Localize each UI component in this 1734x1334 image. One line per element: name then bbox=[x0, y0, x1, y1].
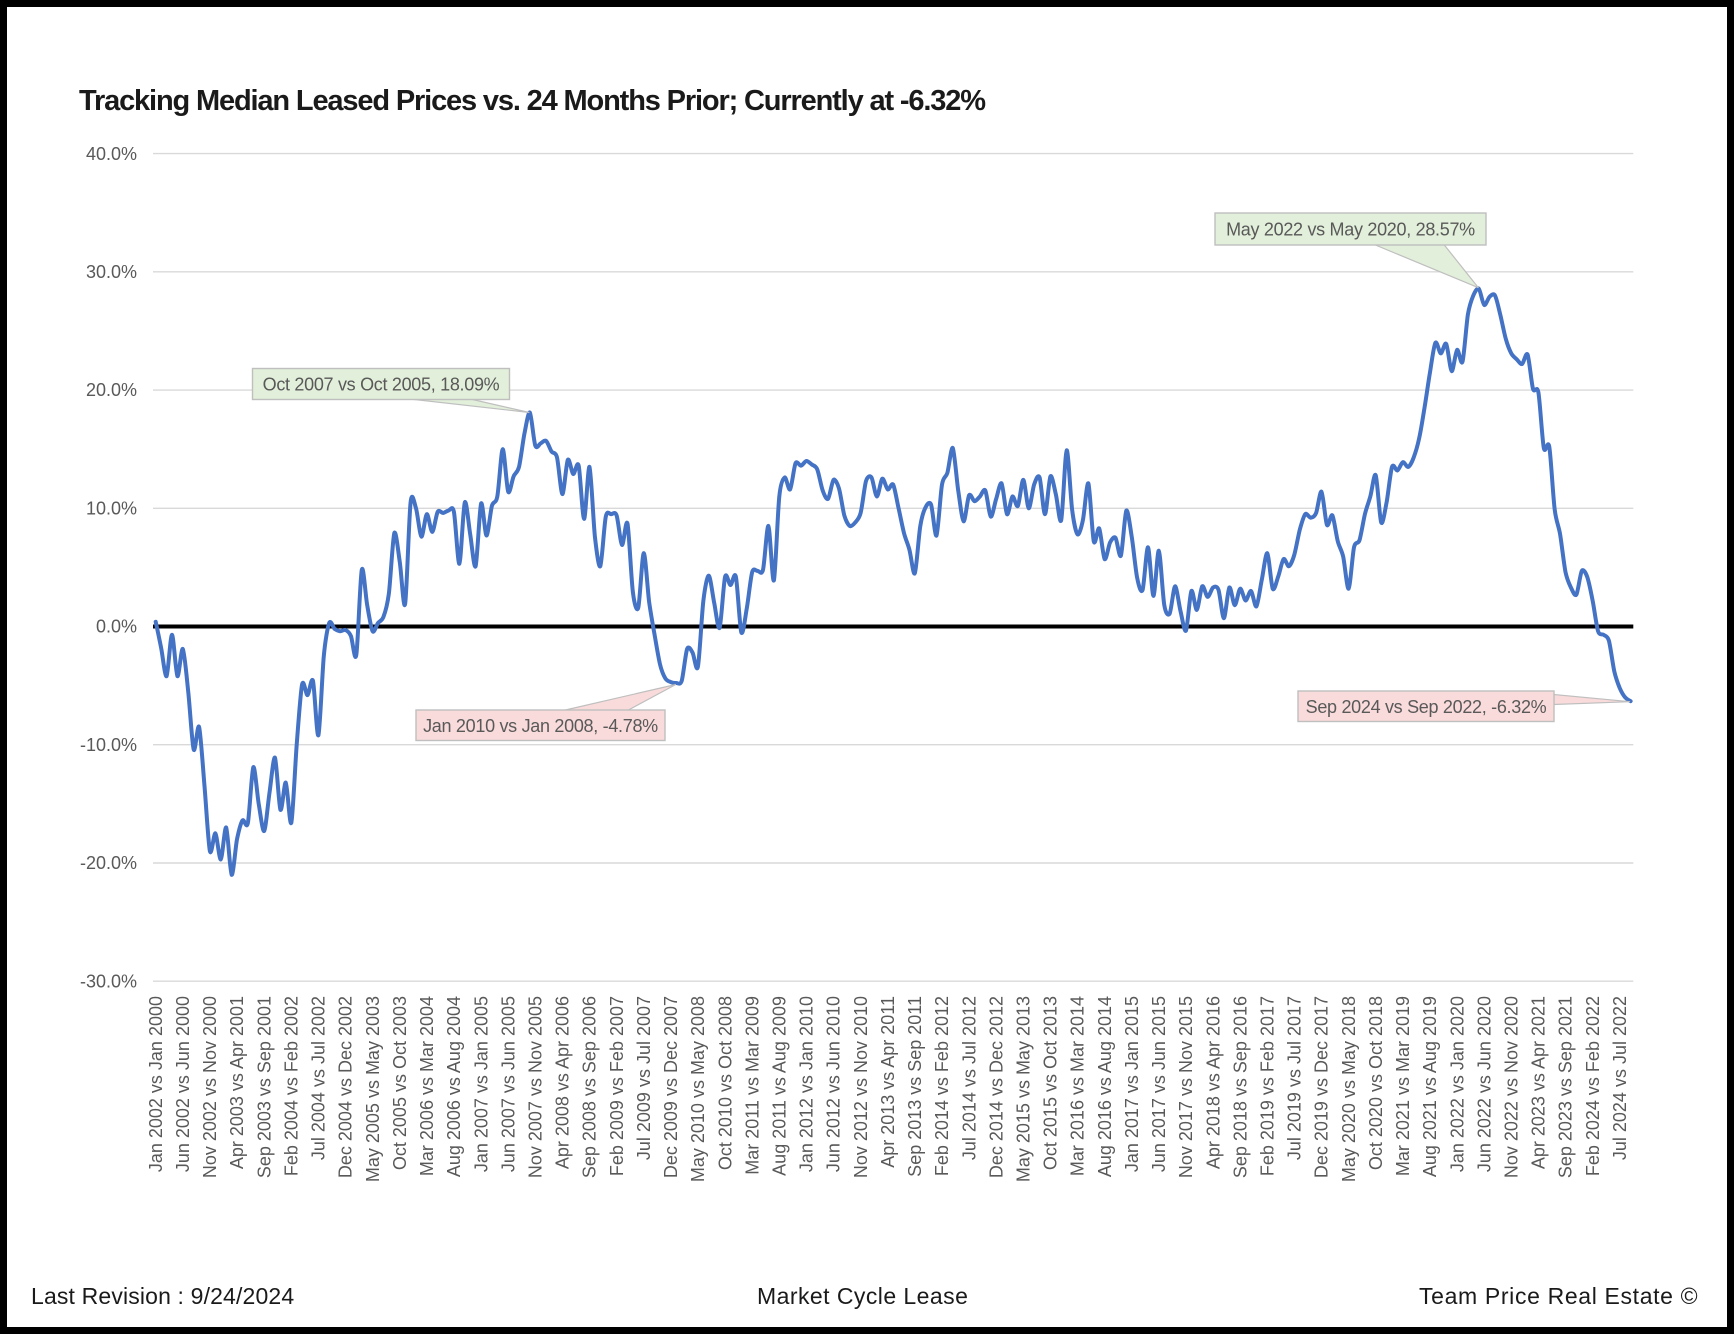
svg-text:Dec 2009 vs Dec 2007: Dec 2009 vs Dec 2007 bbox=[661, 996, 681, 1178]
svg-text:Dec 2019 vs Dec 2017: Dec 2019 vs Dec 2017 bbox=[1312, 996, 1332, 1178]
svg-text:Nov 2012 vs Nov 2010: Nov 2012 vs Nov 2010 bbox=[851, 996, 871, 1178]
svg-text:Jul 2009 vs Jul 2007: Jul 2009 vs Jul 2007 bbox=[634, 996, 654, 1160]
svg-text:Sep 2023 vs Sep 2021: Sep 2023 vs Sep 2021 bbox=[1556, 996, 1576, 1178]
svg-text:May 2015 vs May 2013: May 2015 vs May 2013 bbox=[1014, 996, 1034, 1182]
svg-text:Feb 2024 vs Feb 2022: Feb 2024 vs Feb 2022 bbox=[1583, 996, 1603, 1176]
svg-text:30.0%: 30.0% bbox=[86, 262, 137, 282]
svg-text:Mar 2006 vs Mar 2004: Mar 2006 vs Mar 2004 bbox=[417, 996, 437, 1176]
svg-text:Jan 2007 vs Jan 2005: Jan 2007 vs Jan 2005 bbox=[471, 996, 491, 1172]
svg-text:May 2022 vs May 2020, 28.57%: May 2022 vs May 2020, 28.57% bbox=[1226, 220, 1475, 240]
svg-text:Jan 2002 vs Jan 2000: Jan 2002 vs Jan 2000 bbox=[146, 996, 166, 1172]
svg-text:Nov 2022 vs Nov 2020: Nov 2022 vs Nov 2020 bbox=[1502, 996, 1522, 1178]
svg-text:Jul 2024 vs Jul 2022: Jul 2024 vs Jul 2022 bbox=[1610, 996, 1630, 1160]
svg-text:Feb 2014 vs Feb 2012: Feb 2014 vs Feb 2012 bbox=[932, 996, 952, 1176]
svg-text:Nov 2002 vs Nov 2000: Nov 2002 vs Nov 2000 bbox=[200, 996, 220, 1178]
svg-text:Sep 2003 vs Sep 2001: Sep 2003 vs Sep 2001 bbox=[254, 996, 274, 1178]
svg-text:Jan 2022 vs Jan 2020: Jan 2022 vs Jan 2020 bbox=[1447, 996, 1467, 1172]
svg-text:Aug 2011 vs Aug 2009: Aug 2011 vs Aug 2009 bbox=[770, 996, 790, 1176]
svg-text:Apr 2008 vs Apr 2006: Apr 2008 vs Apr 2006 bbox=[553, 996, 573, 1169]
svg-text:Apr 2023 vs Apr 2021: Apr 2023 vs Apr 2021 bbox=[1529, 996, 1549, 1169]
svg-text:Jun 2022 vs Jun 2020: Jun 2022 vs Jun 2020 bbox=[1474, 996, 1494, 1172]
svg-text:Mar 2016 vs Mar 2014: Mar 2016 vs Mar 2014 bbox=[1068, 996, 1088, 1176]
svg-text:Aug 2006 vs Aug 2004: Aug 2006 vs Aug 2004 bbox=[444, 996, 464, 1177]
svg-text:Mar 2011 vs Mar 2009: Mar 2011 vs Mar 2009 bbox=[742, 996, 762, 1175]
svg-text:Feb 2004 vs Feb 2002: Feb 2004 vs Feb 2002 bbox=[282, 996, 302, 1176]
svg-text:Apr 2018 vs Apr 2016: Apr 2018 vs Apr 2016 bbox=[1203, 996, 1223, 1169]
svg-text:Sep 2013 vs Sep 2011: Sep 2013 vs Sep 2011 bbox=[905, 996, 925, 1177]
svg-text:Jul 2014 vs Jul 2012: Jul 2014 vs Jul 2012 bbox=[959, 996, 979, 1160]
svg-text:Mar 2021 vs Mar 2019: Mar 2021 vs Mar 2019 bbox=[1393, 996, 1413, 1176]
svg-text:May 2010 vs May 2008: May 2010 vs May 2008 bbox=[688, 996, 708, 1182]
svg-text:Dec 2014 vs Dec 2012: Dec 2014 vs Dec 2012 bbox=[986, 996, 1006, 1178]
svg-text:Aug 2016 vs Aug 2014: Aug 2016 vs Aug 2014 bbox=[1095, 996, 1115, 1177]
svg-text:Jan 2010 vs Jan 2008, -4.78%: Jan 2010 vs Jan 2008, -4.78% bbox=[423, 716, 658, 736]
svg-text:Sep 2018 vs Sep 2016: Sep 2018 vs Sep 2016 bbox=[1230, 996, 1250, 1178]
svg-text:Nov 2017 vs Nov 2015: Nov 2017 vs Nov 2015 bbox=[1176, 996, 1196, 1178]
svg-text:Jan 2017 vs Jan 2015: Jan 2017 vs Jan 2015 bbox=[1122, 996, 1142, 1172]
svg-text:Nov 2007 vs Nov 2005: Nov 2007 vs Nov 2005 bbox=[526, 996, 546, 1178]
svg-text:10.0%: 10.0% bbox=[86, 499, 137, 519]
svg-text:Jun 2012 vs Jun 2010: Jun 2012 vs Jun 2010 bbox=[824, 996, 844, 1172]
svg-text:Dec 2004 vs Dec 2002: Dec 2004 vs Dec 2002 bbox=[336, 996, 356, 1178]
svg-text:Feb 2019 vs Feb 2017: Feb 2019 vs Feb 2017 bbox=[1258, 996, 1278, 1176]
svg-text:20.0%: 20.0% bbox=[86, 380, 137, 400]
svg-text:Jun 2002 vs Jun 2000: Jun 2002 vs Jun 2000 bbox=[173, 996, 193, 1172]
svg-text:May 2005 vs May 2003: May 2005 vs May 2003 bbox=[363, 996, 383, 1182]
svg-text:-10.0%: -10.0% bbox=[80, 735, 137, 755]
svg-text:Oct 2007 vs Oct 2005, 18.09%: Oct 2007 vs Oct 2005, 18.09% bbox=[263, 375, 500, 395]
svg-text:40.0%: 40.0% bbox=[86, 144, 137, 164]
svg-text:Jul 2004 vs Jul 2002: Jul 2004 vs Jul 2002 bbox=[309, 996, 329, 1160]
svg-text:Jun 2007 vs Jun 2005: Jun 2007 vs Jun 2005 bbox=[498, 996, 518, 1172]
svg-text:Apr 2003 vs Apr 2001: Apr 2003 vs Apr 2001 bbox=[227, 996, 247, 1169]
svg-text:Jun 2017 vs Jun 2015: Jun 2017 vs Jun 2015 bbox=[1149, 996, 1169, 1172]
svg-text:0.0%: 0.0% bbox=[96, 617, 137, 637]
svg-text:May 2020 vs May 2018: May 2020 vs May 2018 bbox=[1339, 996, 1359, 1182]
svg-text:Oct 2020 vs Oct 2018: Oct 2020 vs Oct 2018 bbox=[1366, 996, 1386, 1170]
svg-text:-20.0%: -20.0% bbox=[80, 853, 137, 873]
svg-text:Apr 2013 vs Apr 2011: Apr 2013 vs Apr 2011 bbox=[878, 996, 898, 1168]
svg-text:Sep 2008 vs Sep 2006: Sep 2008 vs Sep 2006 bbox=[580, 996, 600, 1178]
svg-text:Jul 2019 vs Jul 2017: Jul 2019 vs Jul 2017 bbox=[1285, 996, 1305, 1160]
svg-text:Feb 2009 vs Feb 2007: Feb 2009 vs Feb 2007 bbox=[607, 996, 627, 1176]
svg-text:Aug 2021 vs Aug 2019: Aug 2021 vs Aug 2019 bbox=[1420, 996, 1440, 1177]
svg-text:-30.0%: -30.0% bbox=[80, 971, 137, 991]
svg-text:Oct 2010 vs Oct 2008: Oct 2010 vs Oct 2008 bbox=[715, 996, 735, 1170]
svg-text:Oct 2005 vs Oct 2003: Oct 2005 vs Oct 2003 bbox=[390, 996, 410, 1170]
svg-text:Sep 2024 vs Sep 2022, -6.32%: Sep 2024 vs Sep 2022, -6.32% bbox=[1306, 697, 1547, 717]
svg-text:Oct 2015 vs Oct 2013: Oct 2015 vs Oct 2013 bbox=[1041, 996, 1061, 1170]
svg-text:Jan 2012 vs Jan 2010: Jan 2012 vs Jan 2010 bbox=[797, 996, 817, 1172]
